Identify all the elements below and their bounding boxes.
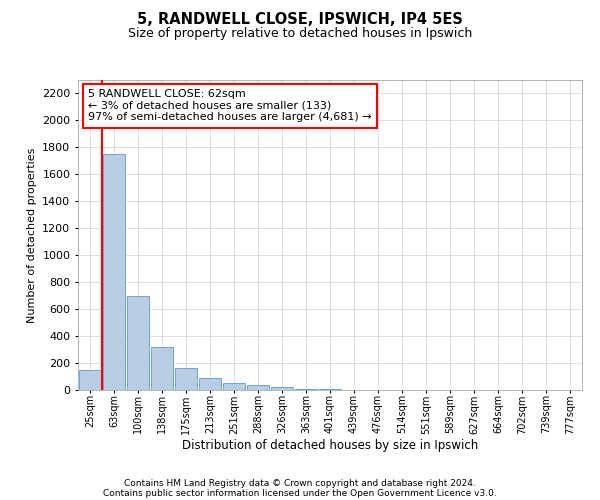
- Bar: [175, 368, 197, 390]
- Bar: [79, 370, 101, 390]
- Bar: [247, 386, 269, 390]
- Y-axis label: Number of detached properties: Number of detached properties: [26, 148, 37, 322]
- Bar: [151, 347, 173, 390]
- Bar: [271, 388, 293, 390]
- Text: Contains public sector information licensed under the Open Government Licence v3: Contains public sector information licen…: [103, 488, 497, 498]
- Bar: [127, 296, 149, 390]
- Bar: [295, 388, 317, 390]
- Text: Contains HM Land Registry data © Crown copyright and database right 2024.: Contains HM Land Registry data © Crown c…: [124, 478, 476, 488]
- Text: 5 RANDWELL CLOSE: 62sqm
← 3% of detached houses are smaller (133)
97% of semi-de: 5 RANDWELL CLOSE: 62sqm ← 3% of detached…: [88, 90, 372, 122]
- Bar: [223, 384, 245, 390]
- X-axis label: Distribution of detached houses by size in Ipswich: Distribution of detached houses by size …: [182, 439, 478, 452]
- Text: Size of property relative to detached houses in Ipswich: Size of property relative to detached ho…: [128, 28, 472, 40]
- Bar: [103, 154, 125, 390]
- Text: 5, RANDWELL CLOSE, IPSWICH, IP4 5ES: 5, RANDWELL CLOSE, IPSWICH, IP4 5ES: [137, 12, 463, 28]
- Bar: [199, 378, 221, 390]
